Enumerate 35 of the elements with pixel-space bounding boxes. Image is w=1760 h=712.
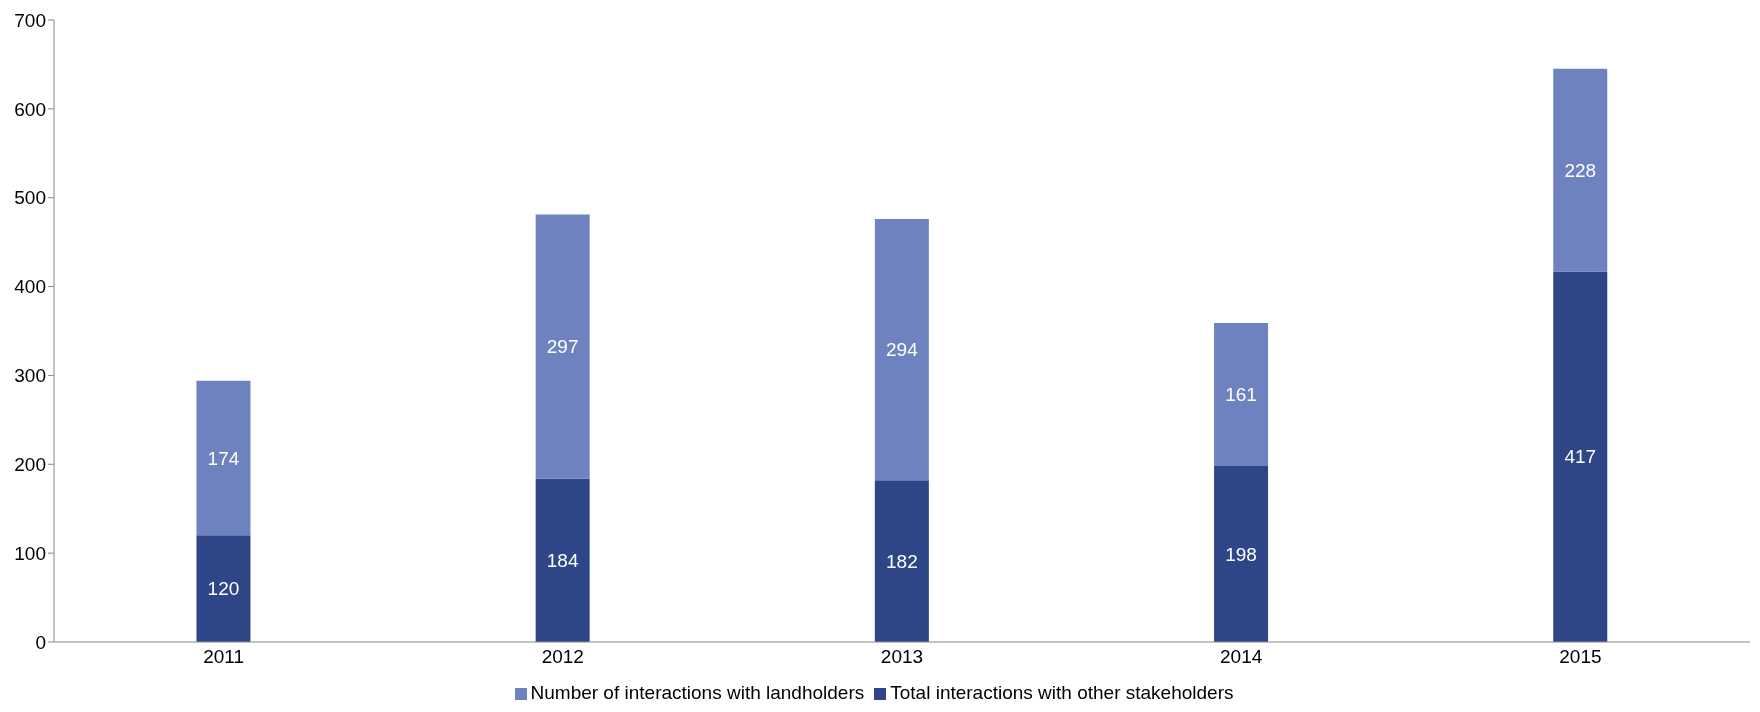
bar bbox=[535, 214, 590, 479]
y-tick-label: 0 bbox=[35, 631, 46, 653]
bar bbox=[196, 535, 251, 642]
legend-label: Total interactions with other stakeholders bbox=[890, 682, 1234, 703]
data-label: 120 bbox=[207, 578, 240, 600]
bar bbox=[196, 380, 251, 536]
data-label: 184 bbox=[546, 550, 579, 571]
y-tick-label: 300 bbox=[14, 365, 46, 387]
bar bbox=[874, 480, 929, 642]
x-tick-label: 2012 bbox=[541, 646, 584, 668]
bar bbox=[1214, 466, 1269, 642]
data-label: 161 bbox=[1225, 384, 1257, 406]
data-label: 228 bbox=[1564, 159, 1597, 181]
bar bbox=[1214, 323, 1269, 467]
bar bbox=[874, 219, 929, 481]
x-tick-label: 2011 bbox=[203, 646, 245, 668]
y-tick-label: 600 bbox=[14, 98, 46, 120]
bar bbox=[535, 478, 590, 642]
x-tick-label: 2015 bbox=[1559, 646, 1602, 668]
data-label: 294 bbox=[886, 339, 919, 361]
x-tick-label: 2014 bbox=[1220, 646, 1263, 668]
y-tick-label: 700 bbox=[14, 9, 46, 31]
data-label: 417 bbox=[1564, 446, 1597, 468]
data-label: 297 bbox=[546, 336, 579, 358]
bar bbox=[1553, 68, 1608, 272]
data-label: 182 bbox=[886, 550, 918, 572]
y-tick-label: 100 bbox=[14, 542, 46, 564]
legend-label: Number of interactions with landholders bbox=[530, 682, 865, 703]
data-label: 174 bbox=[207, 447, 240, 469]
y-tick-label: 200 bbox=[14, 454, 46, 476]
y-tick-label: 400 bbox=[14, 276, 46, 298]
x-tick-label: 2013 bbox=[880, 646, 924, 668]
bar bbox=[1553, 271, 1608, 642]
data-label: 198 bbox=[1225, 543, 1257, 565]
y-tick-label: 500 bbox=[14, 187, 46, 209]
